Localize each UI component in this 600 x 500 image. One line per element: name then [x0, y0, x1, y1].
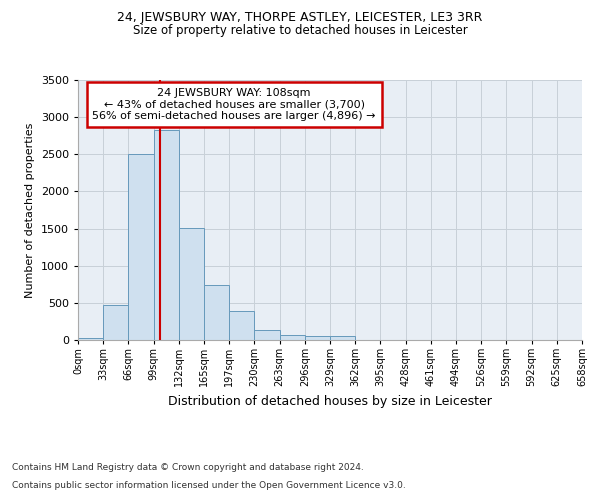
Text: 24, JEWSBURY WAY, THORPE ASTLEY, LEICESTER, LE3 3RR: 24, JEWSBURY WAY, THORPE ASTLEY, LEICEST… [118, 11, 482, 24]
X-axis label: Distribution of detached houses by size in Leicester: Distribution of detached houses by size … [168, 394, 492, 407]
Bar [330, 336, 355, 340]
Bar [78, 338, 103, 340]
Text: Contains HM Land Registry data © Crown copyright and database right 2024.: Contains HM Land Registry data © Crown c… [12, 464, 364, 472]
Text: 24 JEWSBURY WAY: 108sqm
← 43% of detached houses are smaller (3,700)
56% of semi: 24 JEWSBURY WAY: 108sqm ← 43% of detache… [92, 88, 376, 121]
Bar [103, 305, 128, 340]
Bar [204, 284, 229, 340]
Bar [179, 228, 204, 340]
Bar [280, 335, 305, 340]
Y-axis label: Number of detached properties: Number of detached properties [25, 122, 35, 298]
Bar [229, 311, 254, 340]
Text: Size of property relative to detached houses in Leicester: Size of property relative to detached ho… [133, 24, 467, 37]
Bar [154, 130, 179, 340]
Bar [254, 330, 280, 340]
Text: Contains public sector information licensed under the Open Government Licence v3: Contains public sector information licen… [12, 481, 406, 490]
Bar [128, 154, 154, 340]
Bar [305, 336, 330, 340]
